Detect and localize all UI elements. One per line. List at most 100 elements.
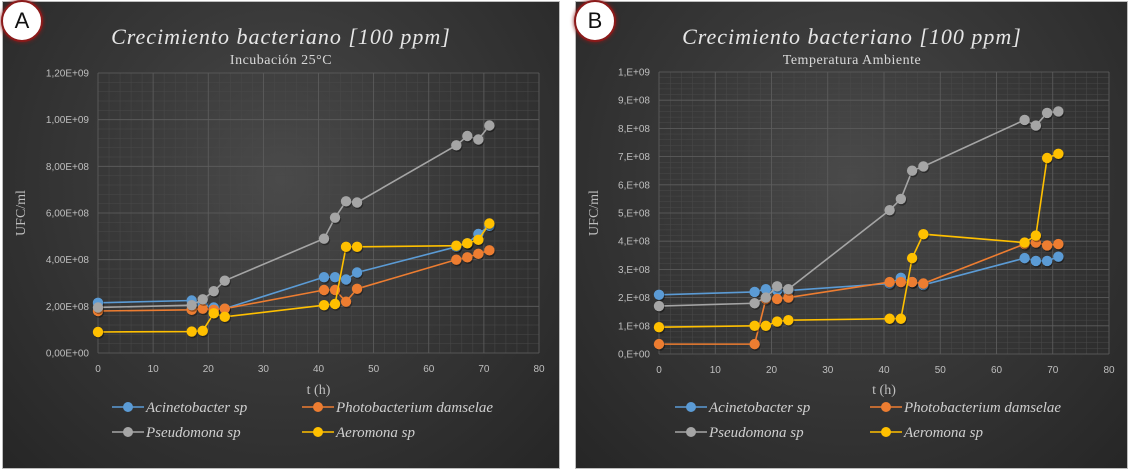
chart-title: Crecimiento bacteriano [100 ppm] xyxy=(111,24,451,49)
data-point xyxy=(895,193,907,205)
legend-item: Aeromona sp xyxy=(870,425,984,441)
legend-item: Pseudomona sp xyxy=(675,425,804,441)
data-point xyxy=(1030,120,1042,131)
data-point xyxy=(918,278,929,289)
data-point xyxy=(749,298,760,309)
data-point xyxy=(749,320,760,331)
data-point xyxy=(473,248,484,260)
data-point xyxy=(197,325,208,337)
chart-subtitle: Incubación 25°C xyxy=(230,53,332,68)
legend-marker xyxy=(123,427,133,437)
legend-marker xyxy=(686,427,696,437)
data-point xyxy=(760,283,772,295)
x-tick-label: 40 xyxy=(313,364,325,375)
series-aeromona-sp xyxy=(653,148,1065,334)
y-tick-label: 0,00E+00 xyxy=(46,349,90,360)
data-point xyxy=(451,140,462,151)
legend-item: Acinetobacter sp xyxy=(112,400,248,416)
chart-panel-b: Crecimiento bacteriano [100 ppm] Temperat… xyxy=(574,0,1127,468)
data-point xyxy=(918,161,929,172)
data-point xyxy=(351,283,363,295)
data-point xyxy=(92,302,104,313)
x-tick-label: 30 xyxy=(258,364,270,375)
data-point xyxy=(1019,237,1030,248)
legend-label: Aeromona sp xyxy=(903,425,984,441)
data-point xyxy=(208,308,219,319)
data-point xyxy=(653,322,665,333)
x-tick-label: 70 xyxy=(1047,365,1059,376)
legend-label: Acinetobacter sp xyxy=(708,400,811,416)
data-point xyxy=(884,276,895,288)
x-tick-label: 50 xyxy=(935,365,947,376)
legend-marker xyxy=(123,402,133,412)
data-point xyxy=(473,134,484,145)
data-point xyxy=(351,197,363,208)
legend-marker xyxy=(881,402,891,412)
data-point xyxy=(783,314,794,326)
series-line xyxy=(658,255,1059,296)
data-point xyxy=(197,294,208,305)
data-point xyxy=(92,326,104,338)
data-point xyxy=(749,286,760,298)
data-point xyxy=(197,303,208,314)
x-tick-label: 50 xyxy=(368,364,380,375)
data-point xyxy=(462,238,473,249)
data-point xyxy=(219,311,230,323)
data-point xyxy=(484,218,495,229)
legend-label: Photobacterium damselae xyxy=(335,400,493,416)
series-pseudomona-sp xyxy=(653,106,1065,313)
data-point xyxy=(340,241,352,253)
data-point xyxy=(462,252,473,263)
x-tick-label: 30 xyxy=(822,365,834,376)
legend-item: Pseudomona sp xyxy=(112,425,241,441)
y-tick-label: 4,E+08 xyxy=(618,237,650,248)
legend-item: Aeromona sp xyxy=(302,425,416,441)
y-axis-label: UFC/ml xyxy=(14,190,29,236)
data-point xyxy=(771,316,783,327)
series-line xyxy=(658,110,1059,307)
x-tick-label: 40 xyxy=(878,365,890,376)
data-point xyxy=(918,228,929,240)
data-point xyxy=(884,204,895,216)
legend-marker xyxy=(686,402,696,412)
plot-grid xyxy=(658,71,1110,355)
data-point xyxy=(906,252,918,264)
data-point xyxy=(318,233,330,244)
data-point xyxy=(1041,255,1053,267)
chart-panel-a: Crecimiento bacteriano [100 ppm] Incubaci… xyxy=(1,0,559,468)
data-point xyxy=(186,299,197,311)
y-tick-label: 4,00E+08 xyxy=(46,255,90,266)
panel-badge-a: A xyxy=(1,0,43,42)
y-tick-label: 2,00E+08 xyxy=(46,302,90,313)
legend-item: Photobacterium damselae xyxy=(302,400,493,416)
legend-label: Aeromona sp xyxy=(335,425,416,441)
data-point xyxy=(484,245,495,256)
y-tick-label: 8,00E+08 xyxy=(46,162,90,173)
data-point xyxy=(1053,238,1064,250)
data-point xyxy=(1030,230,1042,241)
data-point xyxy=(329,298,341,310)
data-point xyxy=(462,130,473,142)
x-tick-label: 60 xyxy=(991,365,1003,376)
y-axis-label: UFC/ml xyxy=(587,190,602,236)
data-point xyxy=(340,196,352,207)
data-point xyxy=(1041,152,1053,164)
y-tick-label: 9,E+08 xyxy=(618,96,650,107)
data-point xyxy=(219,275,230,286)
chart-subtitle: Temperatura Ambiente xyxy=(783,53,921,68)
data-point xyxy=(318,284,330,296)
data-point xyxy=(484,120,495,131)
chart-a-svg: Crecimiento bacteriano [100 ppm] Incubaci… xyxy=(14,24,545,441)
panel-badge-b: B xyxy=(574,0,616,42)
data-point xyxy=(318,299,330,311)
legend-item: Photobacterium damselae xyxy=(870,400,1061,416)
data-point xyxy=(340,296,352,307)
x-tick-label: 70 xyxy=(478,364,490,375)
data-point xyxy=(1019,114,1030,126)
data-point xyxy=(329,212,341,223)
data-point xyxy=(208,285,219,297)
data-point xyxy=(1041,107,1053,119)
data-point xyxy=(1019,252,1030,264)
x-tick-label: 0 xyxy=(95,364,101,375)
legend-label: Acinetobacter sp xyxy=(145,400,248,416)
